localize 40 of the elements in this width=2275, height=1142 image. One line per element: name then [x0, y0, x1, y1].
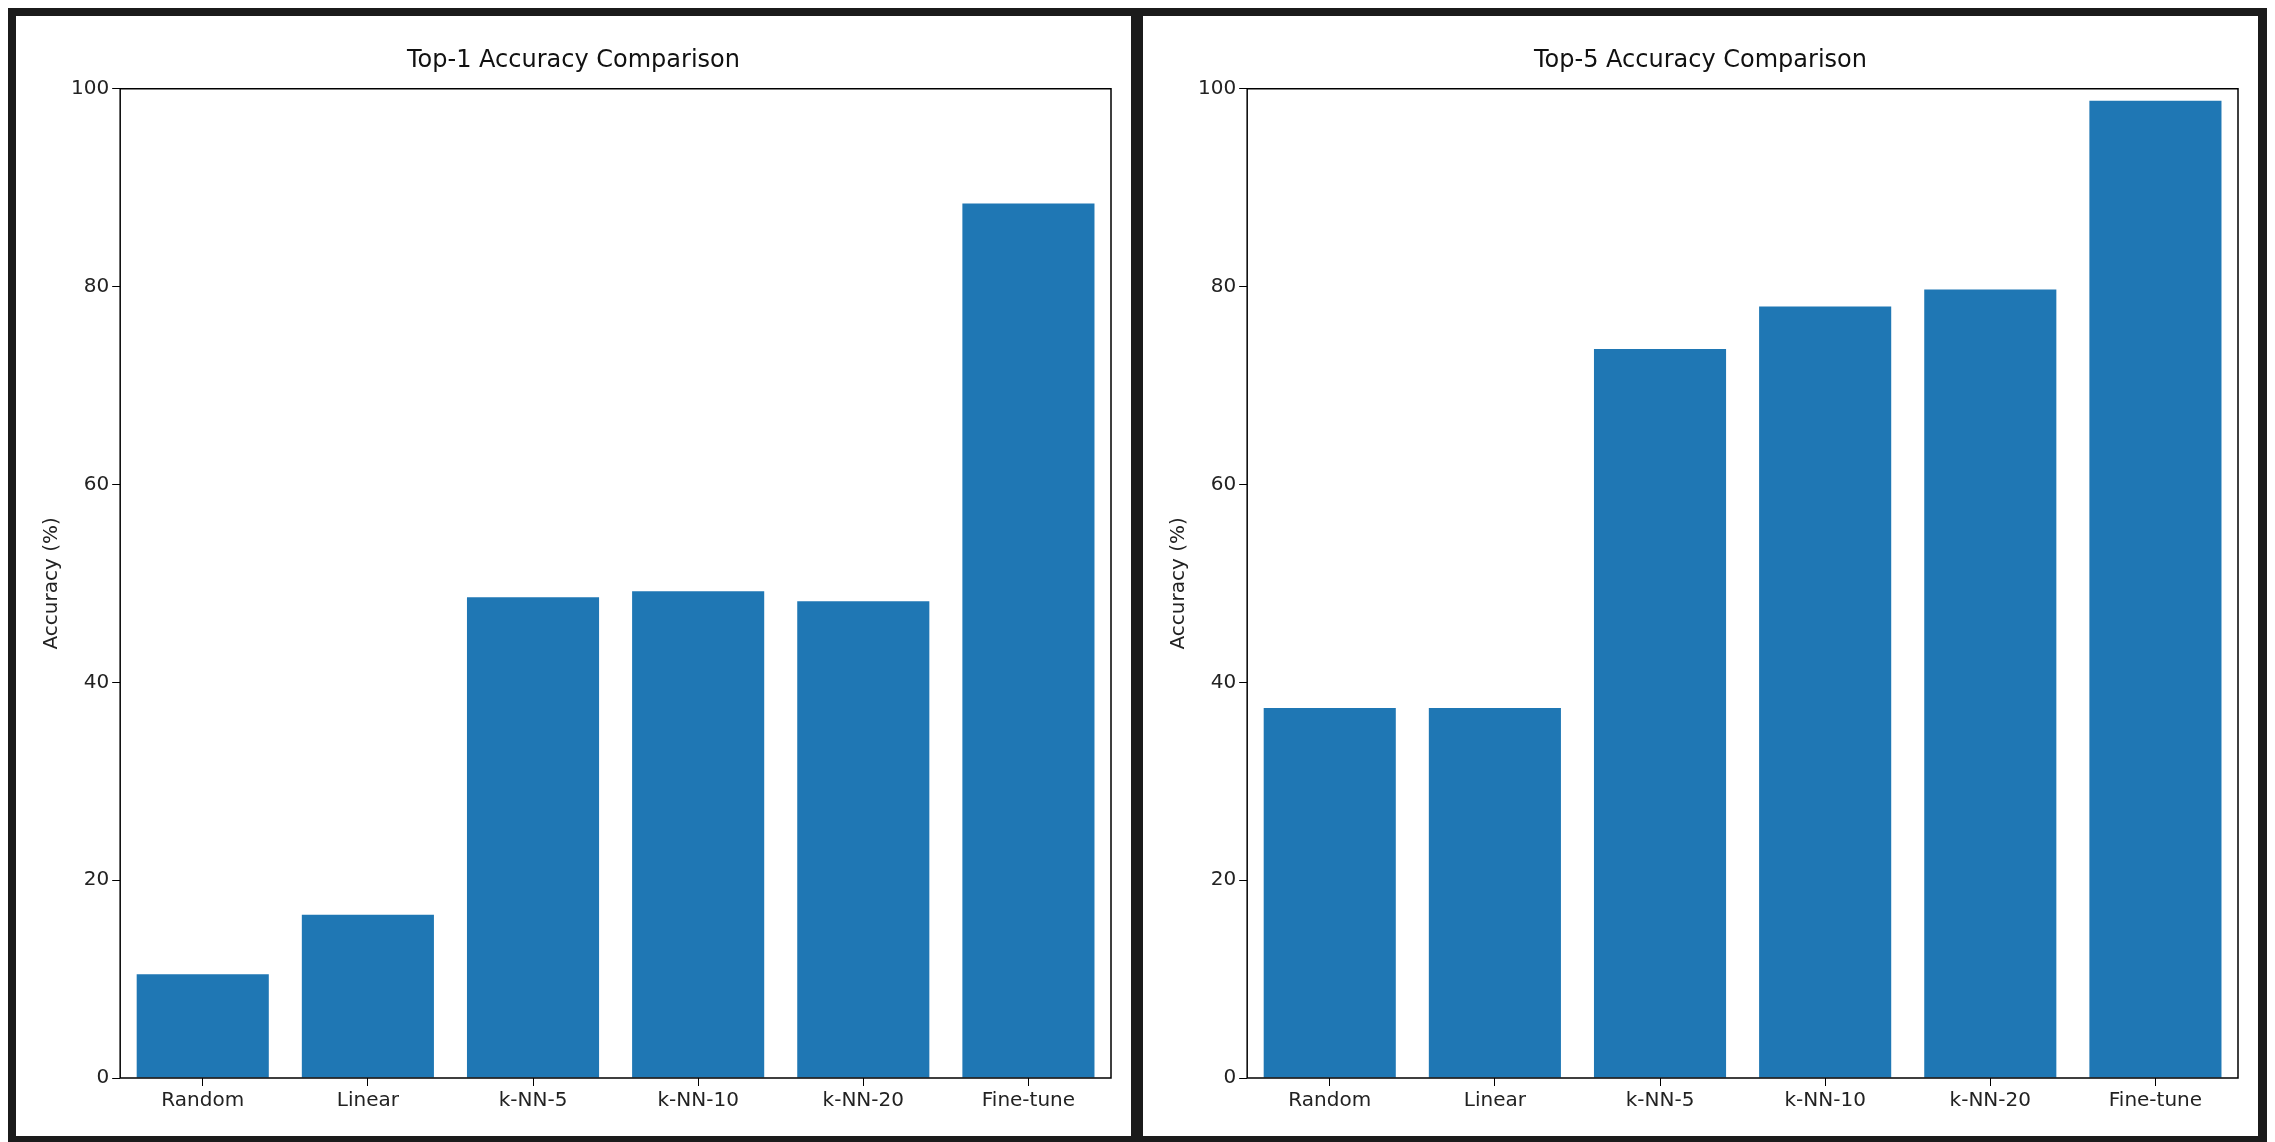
x-tick-label: Fine-tune: [981, 1087, 1076, 1112]
y-tick-label: 80: [1210, 272, 1237, 297]
y-tick-label: 40: [83, 668, 110, 693]
bar: [632, 591, 765, 1078]
y-tick-label: 60: [1210, 470, 1237, 495]
x-tick-label: k-NN-5: [1625, 1087, 1695, 1112]
bar: [1263, 708, 1396, 1078]
x-tick-label: Random: [161, 1087, 245, 1112]
x-tick-label: k-NN-10: [657, 1087, 739, 1112]
bar: [962, 203, 1095, 1078]
bar: [797, 601, 930, 1078]
y-tick-label: 100: [70, 75, 110, 99]
y-tick-label: 60: [83, 470, 110, 495]
y-tick-label: 100: [1197, 75, 1237, 99]
y-tick-label: 20: [83, 866, 110, 891]
y-axis-title: Accuracy (%): [38, 517, 63, 650]
bar: [1924, 289, 2057, 1078]
bar: [1593, 348, 1727, 1078]
bar: [301, 914, 434, 1078]
y-tick-label: 40: [1210, 668, 1237, 693]
bar: [466, 597, 600, 1078]
y-tick-label: 20: [1210, 866, 1237, 891]
bar: [1428, 708, 1561, 1078]
x-tick-label: Linear: [1463, 1087, 1527, 1112]
y-axis-title: Accuracy (%): [1165, 517, 1190, 650]
chart-title: Top-1 Accuracy Comparison: [406, 44, 740, 73]
bar: [136, 974, 269, 1078]
x-tick-label: Random: [1288, 1087, 1372, 1112]
x-tick-label: Linear: [336, 1087, 400, 1112]
y-tick-label: 0: [96, 1064, 110, 1089]
x-tick-label: k-NN-20: [822, 1087, 904, 1112]
x-tick-label: k-NN-5: [498, 1087, 568, 1112]
x-tick-label: k-NN-20: [1949, 1087, 2031, 1112]
x-tick-label: k-NN-10: [1784, 1087, 1866, 1112]
chart-title: Top-5 Accuracy Comparison: [1533, 44, 1867, 73]
y-tick-label: 0: [1223, 1064, 1237, 1089]
bar: [1759, 306, 1892, 1078]
bar: [2089, 100, 2222, 1078]
y-tick-label: 80: [83, 272, 110, 297]
x-tick-label: Fine-tune: [2108, 1087, 2203, 1112]
